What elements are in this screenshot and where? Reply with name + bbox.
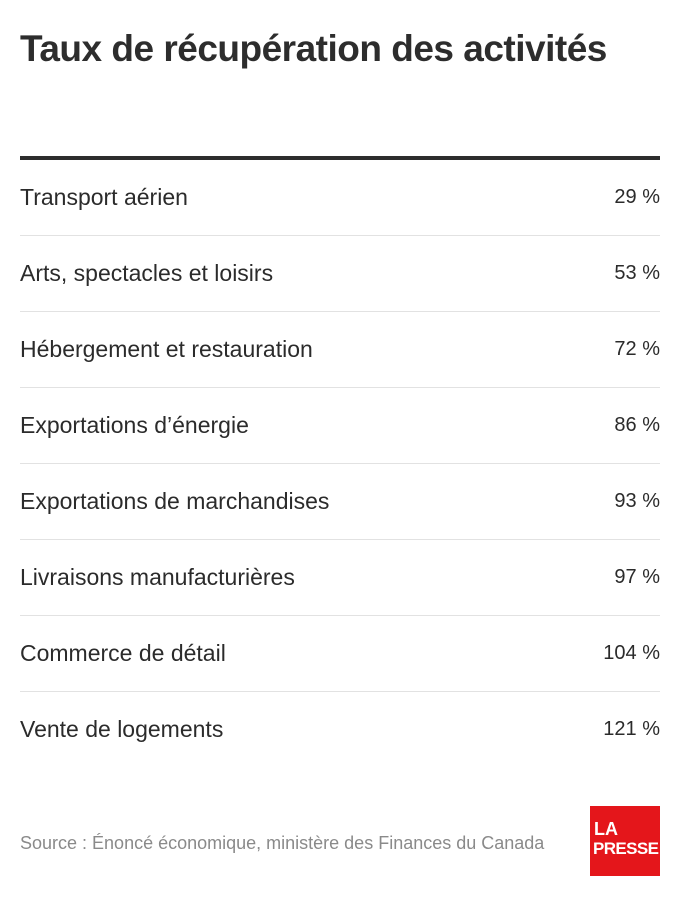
row-label: Transport aérien — [20, 184, 188, 210]
page-title: Taux de récupération des activités — [20, 28, 607, 69]
row-label: Hébergement et restauration — [20, 336, 313, 362]
row-value: 93 % — [614, 490, 660, 512]
table-row: Transport aérien 29 % — [20, 160, 660, 236]
table-row: Arts, spectacles et loisirs 53 % — [20, 236, 660, 312]
la-presse-logo: LA PRESSE — [590, 806, 660, 876]
row-label: Exportations de marchandises — [20, 488, 330, 514]
row-value: 53 % — [614, 262, 660, 284]
table-row: Livraisons manufacturières 97 % — [20, 540, 660, 616]
row-value: 29 % — [614, 186, 660, 208]
table-row: Exportations de marchandises 93 % — [20, 464, 660, 540]
logo-line-2: PRESSE — [593, 839, 659, 858]
table-row: Commerce de détail 104 % — [20, 616, 660, 692]
row-value: 86 % — [614, 414, 660, 436]
row-label: Commerce de détail — [20, 640, 226, 666]
row-value: 72 % — [614, 338, 660, 360]
source-note: Source : Énoncé économique, ministère de… — [20, 833, 545, 853]
table-row: Vente de logements 121 % — [20, 692, 660, 767]
row-label: Exportations d’énergie — [20, 412, 249, 438]
logo-line-1: LA — [594, 819, 618, 839]
row-value: 104 % — [603, 642, 660, 664]
table-row: Hébergement et restauration 72 % — [20, 312, 660, 388]
recovery-table: Transport aérien 29 % Arts, spectacles e… — [20, 156, 660, 767]
row-label: Vente de logements — [20, 716, 224, 742]
row-value: 97 % — [614, 566, 660, 588]
table-row: Exportations d’énergie 86 % — [20, 388, 660, 464]
row-label: Arts, spectacles et loisirs — [20, 260, 274, 286]
row-label: Livraisons manufacturières — [20, 564, 295, 590]
row-value: 121 % — [603, 718, 660, 740]
